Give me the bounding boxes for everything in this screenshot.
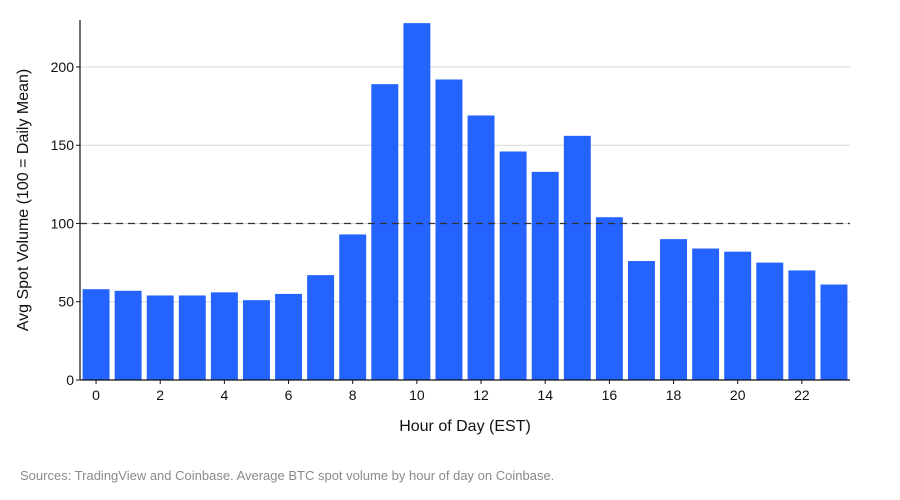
bar <box>371 84 399 380</box>
bar <box>595 217 623 380</box>
bar <box>307 275 335 380</box>
bar <box>146 295 174 380</box>
bar <box>242 300 270 380</box>
x-tick-label: 14 <box>537 387 553 403</box>
x-tick-label: 16 <box>602 387 618 403</box>
x-tick-label: 22 <box>794 387 810 403</box>
x-tick-label: 8 <box>349 387 357 403</box>
bar <box>531 171 559 380</box>
bar <box>563 135 591 380</box>
x-tick-label: 2 <box>156 387 164 403</box>
y-tick-label: 50 <box>58 294 74 310</box>
x-tick-label: 20 <box>730 387 746 403</box>
y-axis-title: Avg Spot Volume (100 = Daily Mean) <box>15 69 32 332</box>
x-tick-label: 12 <box>473 387 489 403</box>
x-tick-label: 10 <box>409 387 425 403</box>
source-note: Sources: TradingView and Coinbase. Avera… <box>20 468 555 483</box>
bar <box>660 239 688 380</box>
y-tick-label: 200 <box>51 59 75 75</box>
bar <box>627 261 655 380</box>
y-tick-label: 100 <box>51 215 75 231</box>
bar <box>435 79 463 380</box>
y-tick-label: 150 <box>51 137 75 153</box>
bar <box>210 292 238 380</box>
bar <box>788 270 816 380</box>
x-tick-labels: 0 2 4 6 8 10 12 14 16 18 20 22 <box>92 380 810 403</box>
x-tick-label: 6 <box>285 387 293 403</box>
y-tick-labels: 0 50 100 150 200 <box>51 59 80 388</box>
bar <box>339 234 367 380</box>
bar <box>82 289 110 380</box>
bar <box>275 293 303 380</box>
axes <box>79 20 850 381</box>
x-tick-label: 18 <box>666 387 682 403</box>
bar <box>499 151 527 380</box>
bars <box>82 23 848 381</box>
bar <box>114 290 142 380</box>
x-tick-label: 0 <box>92 387 100 403</box>
bar <box>724 251 752 380</box>
y-tick-label: 0 <box>66 372 74 388</box>
bar <box>820 284 848 380</box>
bar <box>178 295 206 380</box>
x-tick-label: 4 <box>220 387 228 403</box>
bar <box>467 115 495 380</box>
bar <box>692 248 720 380</box>
bar <box>403 23 431 381</box>
bar <box>756 262 784 380</box>
x-axis-title: Hour of Day (EST) <box>399 418 531 435</box>
